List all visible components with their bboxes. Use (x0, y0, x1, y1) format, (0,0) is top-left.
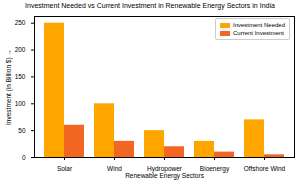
svg-text:Renewable Energy Sectors: Renewable Energy Sectors (125, 172, 205, 180)
html-text:Investment Needed vs Current I: Investment Needed vs Current Investment … (25, 2, 275, 9)
svg-text:Investment (in Billion $) →: Investment (in Billion $) → (5, 49, 13, 125)
svg-text:Wind: Wind (107, 165, 122, 172)
svg-text:0: 0 (22, 154, 26, 161)
html-text:Investment Needed: Investment Needed (233, 22, 285, 28)
svg-text:Solar: Solar (57, 165, 73, 172)
svg-text:150: 150 (15, 73, 26, 80)
svg-text:Bioenergy: Bioenergy (200, 165, 230, 173)
svg-text:250: 250 (15, 19, 26, 26)
html-text:Current Investment: Current Investment (233, 30, 284, 36)
svg-text:200: 200 (15, 46, 26, 53)
svg-text:50: 50 (18, 127, 26, 134)
svg-text:Hydropower: Hydropower (147, 165, 182, 173)
svg-text:100: 100 (15, 100, 26, 107)
svg-text:Offshore Wind: Offshore Wind (244, 165, 286, 172)
